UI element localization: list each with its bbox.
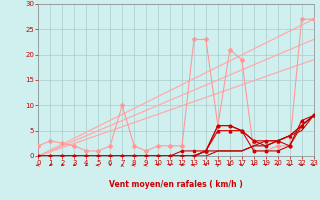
X-axis label: Vent moyen/en rafales ( km/h ): Vent moyen/en rafales ( km/h ) [109, 180, 243, 189]
